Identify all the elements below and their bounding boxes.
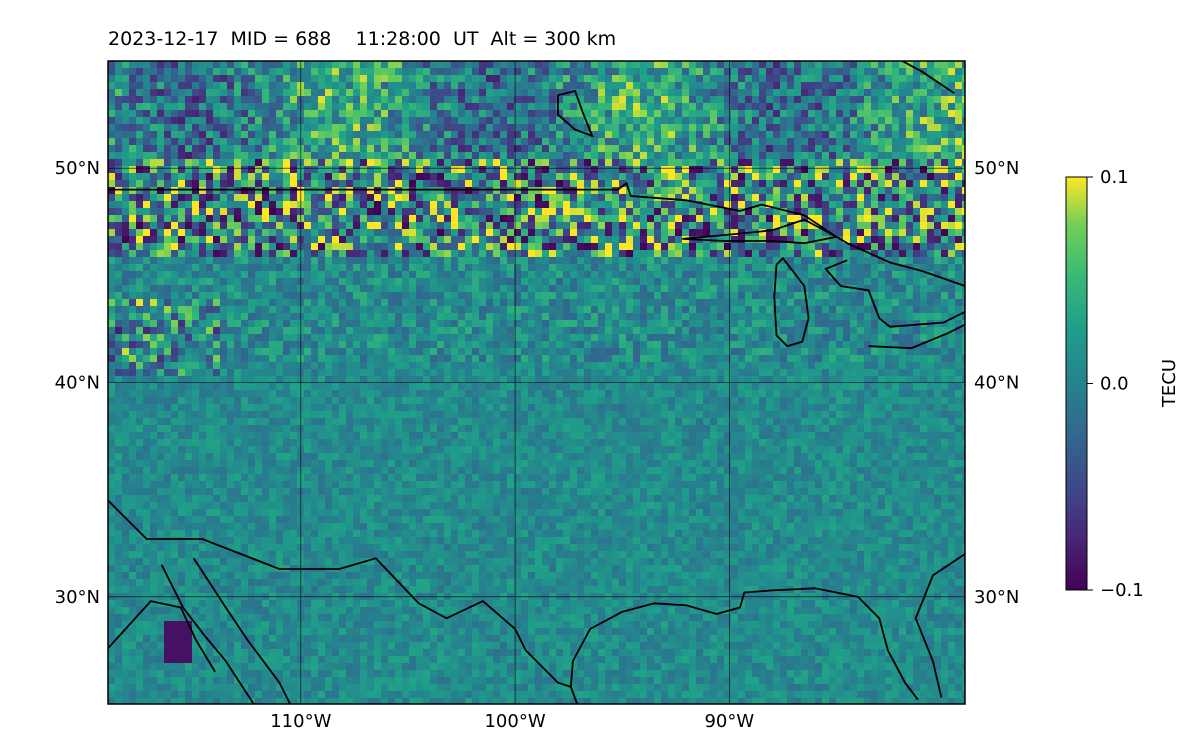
colorbar: 0.1 0.0 −0.1 TECU (1065, 167, 1180, 601)
colorbar-ticks: 0.1 0.0 −0.1 (1087, 167, 1144, 601)
lat-tick-label-right: 30°N (974, 587, 1019, 608)
colorbar-tick-label: 0.1 (1100, 167, 1129, 188)
lat-tick-label-left: 30°N (55, 587, 100, 608)
lon-tick-label: 110°W (270, 711, 331, 732)
lon-tick-label: 100°W (484, 711, 545, 732)
lat-tick-label-right: 40°N (974, 373, 1019, 394)
lat-tick-label-left: 40°N (55, 373, 100, 394)
lat-tick-labels-right: 50°N 40°N 30°N (974, 158, 1019, 608)
tec-heatmap-cells (108, 61, 965, 704)
map-gridlines (108, 61, 965, 704)
map-title: 2023-12-17 MID = 688 11:28:00 UT Alt = 3… (108, 28, 617, 50)
lat-tick-label-right: 50°N (974, 158, 1019, 179)
colorbar-tick-label: −0.1 (1100, 580, 1144, 601)
colorbar-tick-label: 0.0 (1100, 374, 1129, 395)
lon-tick-label: 90°W (704, 711, 754, 732)
lat-tick-label-left: 50°N (55, 158, 100, 179)
map-frame (107, 60, 966, 705)
lat-tick-labels-left: 50°N 40°N 30°N (55, 158, 100, 608)
colorbar-gradient (1065, 176, 1088, 591)
map-area (108, 61, 965, 704)
lon-tick-labels: 110°W 100°W 90°W (270, 711, 754, 732)
coastlines (108, 61, 965, 704)
colorbar-label: TECU (1159, 359, 1180, 408)
